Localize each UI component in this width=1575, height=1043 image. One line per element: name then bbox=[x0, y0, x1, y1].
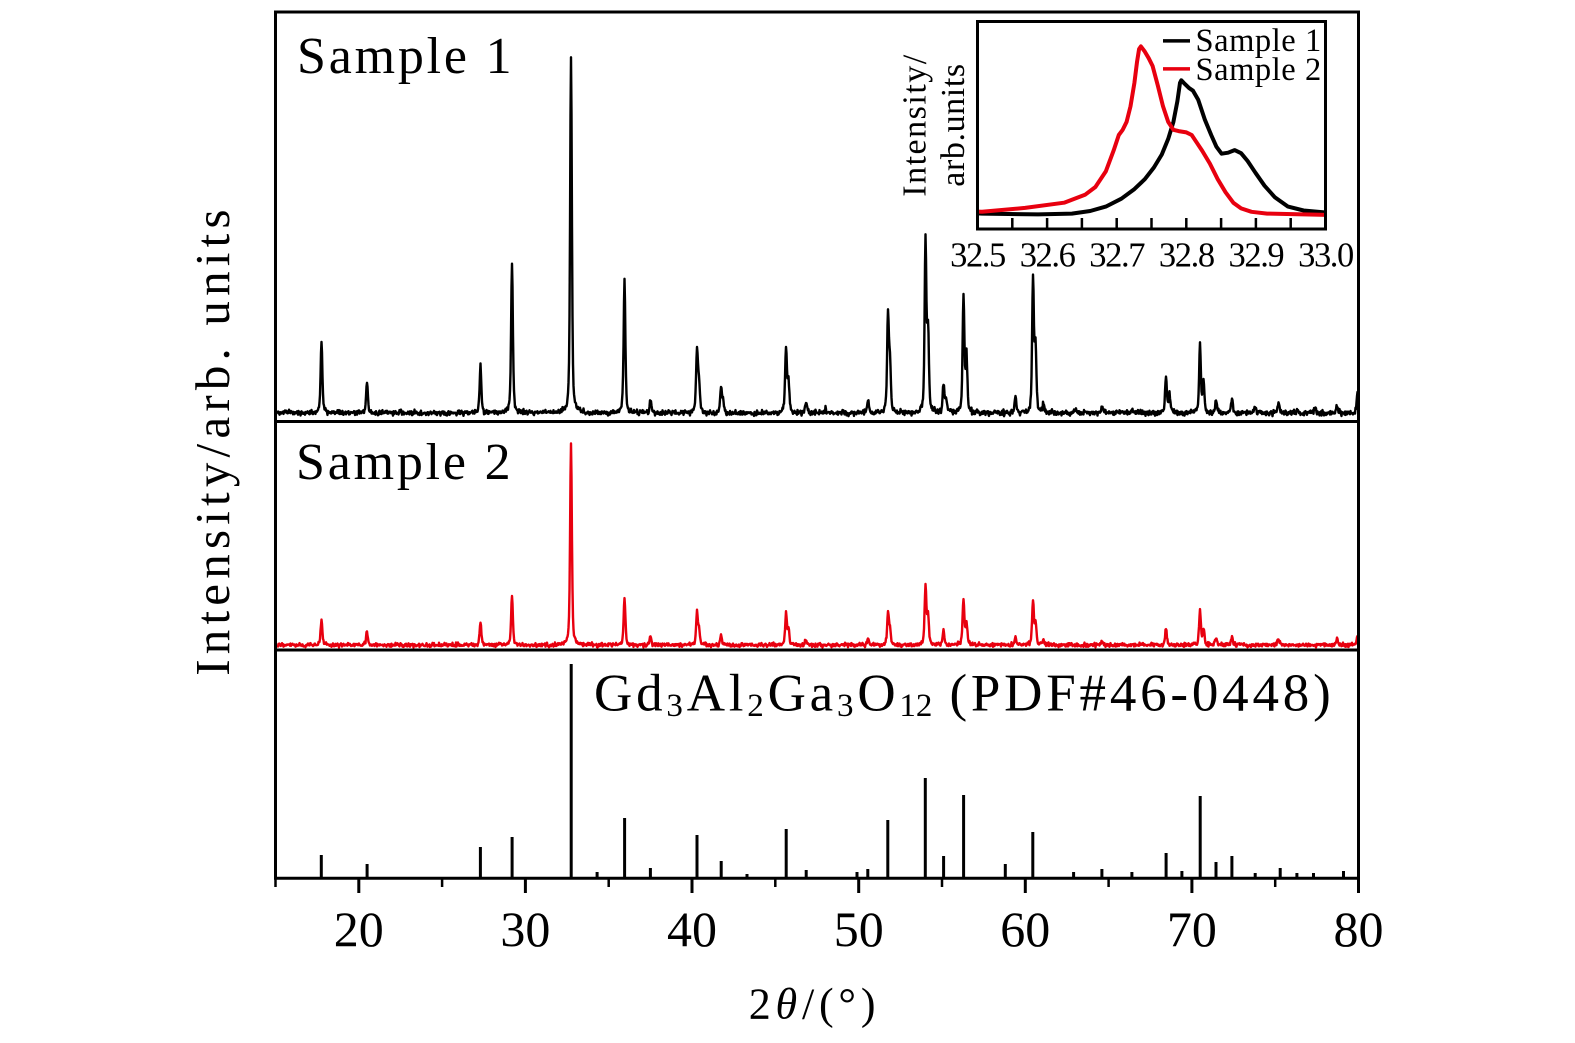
svg-text:32.9: 32.9 bbox=[1229, 237, 1284, 275]
svg-text:arb.units: arb.units bbox=[935, 63, 972, 186]
svg-text:Gd3Al2Ga3O12 (PDF#46-0448): Gd3Al2Ga3O12 (PDF#46-0448) bbox=[594, 665, 1335, 724]
svg-text:32.8: 32.8 bbox=[1159, 237, 1214, 275]
svg-text:Sample 2: Sample 2 bbox=[1196, 52, 1322, 88]
svg-text:60: 60 bbox=[1000, 901, 1050, 957]
svg-text:Intensity/arb. units: Intensity/arb. units bbox=[185, 204, 240, 675]
svg-text:50: 50 bbox=[834, 901, 884, 957]
svg-text:80: 80 bbox=[1334, 901, 1384, 957]
svg-text:2θ/(°): 2θ/(°) bbox=[749, 980, 881, 1029]
svg-text:32.5: 32.5 bbox=[950, 237, 1005, 275]
svg-text:40: 40 bbox=[667, 901, 717, 957]
svg-text:70: 70 bbox=[1167, 901, 1217, 957]
svg-text:33.0: 33.0 bbox=[1298, 237, 1353, 275]
svg-text:32.7: 32.7 bbox=[1089, 237, 1145, 275]
svg-text:Sample 1: Sample 1 bbox=[297, 28, 514, 85]
svg-text:Sample 2: Sample 2 bbox=[296, 434, 513, 491]
svg-text:Sample 1: Sample 1 bbox=[1196, 23, 1322, 59]
svg-text:20: 20 bbox=[334, 901, 384, 957]
svg-text:30: 30 bbox=[500, 901, 550, 957]
svg-text:32.6: 32.6 bbox=[1020, 237, 1076, 275]
svg-text:Intensity/: Intensity/ bbox=[896, 53, 933, 196]
